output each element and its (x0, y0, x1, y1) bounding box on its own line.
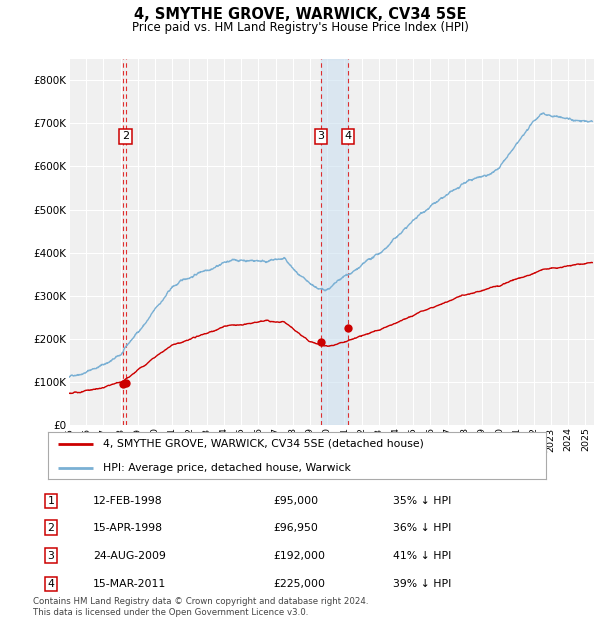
Text: £225,000: £225,000 (273, 579, 325, 589)
Text: 12-FEB-1998: 12-FEB-1998 (93, 496, 163, 506)
Text: 39% ↓ HPI: 39% ↓ HPI (393, 579, 451, 589)
Text: 2: 2 (47, 523, 55, 533)
Text: 15-APR-1998: 15-APR-1998 (93, 523, 163, 533)
Text: 4, SMYTHE GROVE, WARWICK, CV34 5SE (detached house): 4, SMYTHE GROVE, WARWICK, CV34 5SE (deta… (103, 439, 424, 449)
Text: 36% ↓ HPI: 36% ↓ HPI (393, 523, 451, 533)
Text: 24-AUG-2009: 24-AUG-2009 (93, 551, 166, 560)
Text: £192,000: £192,000 (273, 551, 325, 560)
Text: 4: 4 (47, 579, 55, 589)
Text: Price paid vs. HM Land Registry's House Price Index (HPI): Price paid vs. HM Land Registry's House … (131, 21, 469, 34)
Text: 3: 3 (317, 131, 325, 141)
Text: 2: 2 (122, 131, 129, 141)
Text: 1: 1 (47, 496, 55, 506)
Text: 3: 3 (47, 551, 55, 560)
Text: 4, SMYTHE GROVE, WARWICK, CV34 5SE: 4, SMYTHE GROVE, WARWICK, CV34 5SE (134, 7, 466, 22)
Text: This data is licensed under the Open Government Licence v3.0.: This data is licensed under the Open Gov… (33, 608, 308, 617)
Text: 41% ↓ HPI: 41% ↓ HPI (393, 551, 451, 560)
Bar (321, 59, 348, 425)
Text: 4: 4 (344, 131, 352, 141)
Text: 35% ↓ HPI: 35% ↓ HPI (393, 496, 451, 506)
Text: Contains HM Land Registry data © Crown copyright and database right 2024.: Contains HM Land Registry data © Crown c… (33, 597, 368, 606)
Text: £95,000: £95,000 (273, 496, 318, 506)
Text: 15-MAR-2011: 15-MAR-2011 (93, 579, 166, 589)
Text: HPI: Average price, detached house, Warwick: HPI: Average price, detached house, Warw… (103, 463, 350, 474)
Text: £96,950: £96,950 (273, 523, 318, 533)
